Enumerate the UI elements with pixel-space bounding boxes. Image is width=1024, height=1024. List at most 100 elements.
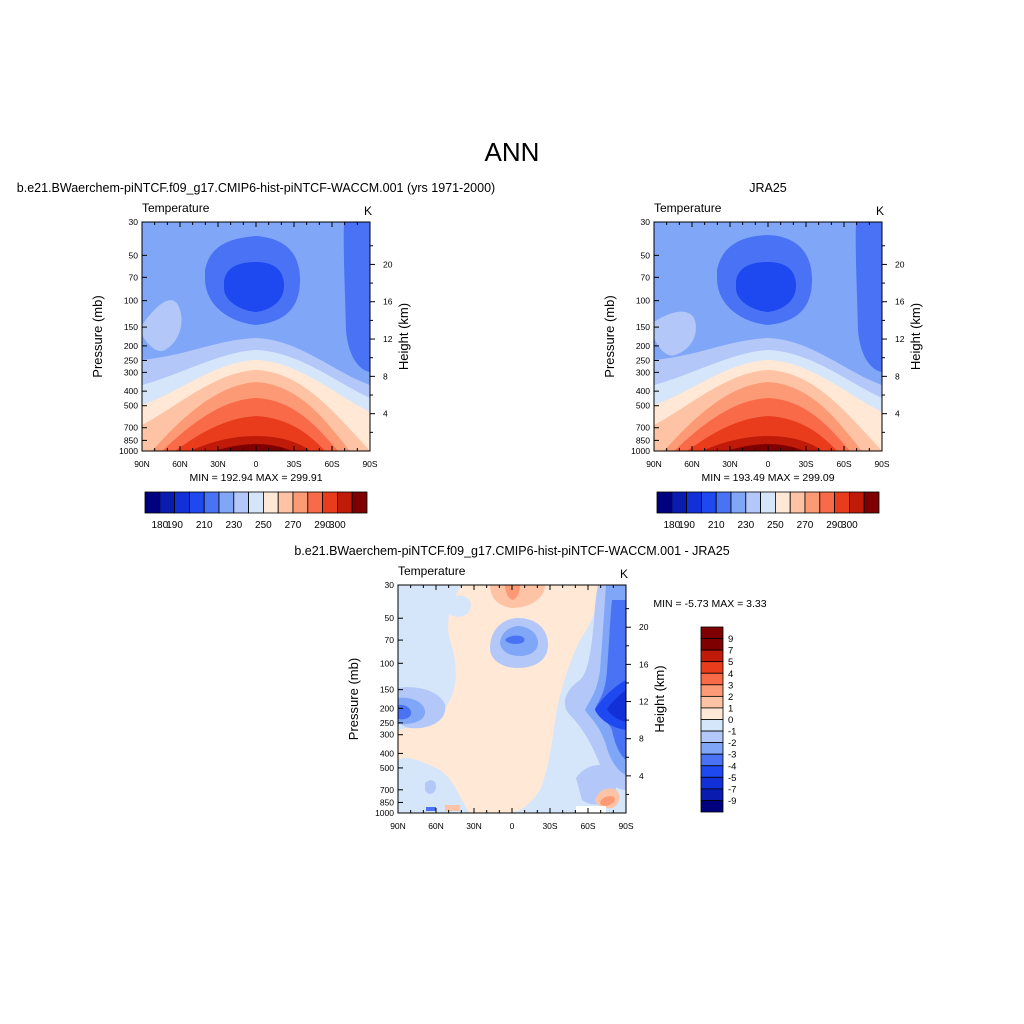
y-tick-label: 50 — [641, 250, 651, 260]
colorbar-label: -9 — [728, 796, 736, 807]
y-tick-label: 700 — [636, 423, 650, 433]
colorbar-box — [700, 800, 724, 813]
x-tick-label: 0 — [254, 459, 259, 469]
panel-3: b.e21.BWaerchem-piNTCF.f09_g17.CMIP6-his… — [294, 544, 766, 831]
y-tick-label: 250 — [380, 718, 394, 728]
colorbar-box — [656, 491, 673, 514]
x-tick-label: 90N — [646, 459, 662, 469]
y2-tick-label: 16 — [895, 297, 905, 307]
y-tick-label: 500 — [380, 763, 394, 773]
y-tick-label: 250 — [636, 355, 650, 365]
colorbar-label: 190 — [166, 520, 183, 531]
colorbar-box — [700, 661, 724, 674]
y2-axis-label: Height (km) — [652, 665, 667, 732]
y-tick-label: 100 — [636, 296, 650, 306]
y-tick-label: 250 — [124, 355, 138, 365]
y-tick-label: 200 — [636, 341, 650, 351]
colorbar-box — [804, 491, 821, 514]
colorbar-box — [700, 730, 724, 744]
y-tick-label: 850 — [380, 797, 394, 807]
colorbar-label: -4 — [728, 761, 736, 772]
page-title: ANN — [484, 137, 540, 167]
x-tick-label: 60N — [172, 459, 188, 469]
y-tick-label: 1000 — [631, 446, 650, 456]
colorbar-label: 210 — [196, 520, 213, 531]
y2-tick-label: 8 — [895, 371, 900, 381]
y-tick-label: 50 — [385, 613, 395, 623]
colorbar-box — [188, 491, 205, 514]
colorbar-box — [351, 491, 368, 514]
colorbar-box — [700, 649, 724, 663]
y-tick-label: 200 — [380, 703, 394, 713]
colorbar-box — [686, 491, 702, 514]
y-tick-label: 70 — [641, 272, 651, 282]
panel-title: b.e21.BWaerchem-piNTCF.f09_g17.CMIP6-his… — [17, 181, 495, 195]
colorbar-box — [700, 638, 724, 651]
colorbar-box — [322, 491, 338, 514]
colorbar-label: 250 — [767, 520, 784, 531]
y-tick-label: 700 — [124, 423, 138, 433]
y2-tick-label: 4 — [639, 771, 644, 781]
colorbar-label: -2 — [728, 738, 736, 749]
y-tick-label: 400 — [380, 748, 394, 758]
colorbar-label: 230 — [737, 520, 754, 531]
colorbar-box — [730, 491, 747, 514]
y-tick-label: 30 — [641, 217, 651, 227]
variable-name: Temperature — [654, 201, 722, 215]
colorbar-box — [203, 491, 220, 514]
x-tick-label: 90S — [362, 459, 377, 469]
panel-1: b.e21.BWaerchem-piNTCF.f09_g17.CMIP6-his… — [17, 181, 495, 484]
y-tick-label: 100 — [380, 658, 394, 668]
colorbar-label: 180 — [663, 520, 680, 531]
panel-title: b.e21.BWaerchem-piNTCF.f09_g17.CMIP6-his… — [294, 544, 729, 558]
colorbar-box — [745, 491, 761, 514]
x-tick-label: 90N — [390, 821, 406, 831]
y2-tick-label: 4 — [895, 409, 900, 419]
x-tick-label: 30S — [542, 821, 557, 831]
y2-tick-label: 12 — [639, 697, 649, 707]
colorbar-box — [700, 719, 724, 732]
y-tick-label: 500 — [636, 401, 650, 411]
y2-tick-label: 20 — [895, 259, 905, 269]
panel-2-contour-field — [654, 222, 882, 451]
colorbar-box — [700, 684, 724, 697]
y2-tick-label: 20 — [639, 622, 649, 632]
colorbar-box — [789, 491, 806, 514]
colorbar-label: 4 — [728, 669, 733, 680]
x-tick-label: 30S — [798, 459, 813, 469]
x-tick-label: 30N — [210, 459, 226, 469]
colorbar-label: -1 — [728, 727, 736, 738]
colorbar-label: 270 — [797, 520, 814, 531]
x-tick-label: 0 — [510, 821, 515, 831]
colorbar-label: -3 — [728, 750, 736, 761]
x-tick-label: 90N — [134, 459, 150, 469]
y-tick-label: 400 — [636, 386, 650, 396]
colorbar-label: 0 — [728, 715, 733, 726]
panel-2: JRA25 Temperature K 90N 60N 30N 0 30S 60S 90S 30 50… — [602, 181, 923, 484]
y-axis-label: Pressure (mb) — [346, 658, 361, 740]
variable-name: Temperature — [142, 201, 210, 215]
min-max-label: MIN = -5.73 MAX = 3.33 — [653, 598, 766, 610]
units-label: K — [876, 204, 884, 218]
y-tick-label: 700 — [380, 785, 394, 795]
x-tick-label: 60N — [428, 821, 444, 831]
colorbar-box — [700, 753, 724, 767]
colorbar-box — [336, 491, 353, 514]
y2-tick-label: 12 — [383, 334, 393, 344]
colorbar-box — [775, 491, 791, 514]
colorbar-box — [760, 491, 776, 514]
colorbar-box — [307, 491, 323, 514]
y-tick-label: 300 — [124, 367, 138, 377]
colorbar-label: 250 — [255, 520, 272, 531]
colorbar-box — [174, 491, 190, 514]
x-tick-label: 60S — [836, 459, 851, 469]
panel-3-contour-field — [398, 585, 626, 813]
y-tick-label: 30 — [385, 580, 395, 590]
y2-axis-label: Height (km) — [908, 303, 923, 370]
y-axis-label: Pressure (mb) — [602, 295, 617, 377]
y-tick-label: 30 — [129, 217, 139, 227]
y2-tick-label: 12 — [895, 334, 905, 344]
